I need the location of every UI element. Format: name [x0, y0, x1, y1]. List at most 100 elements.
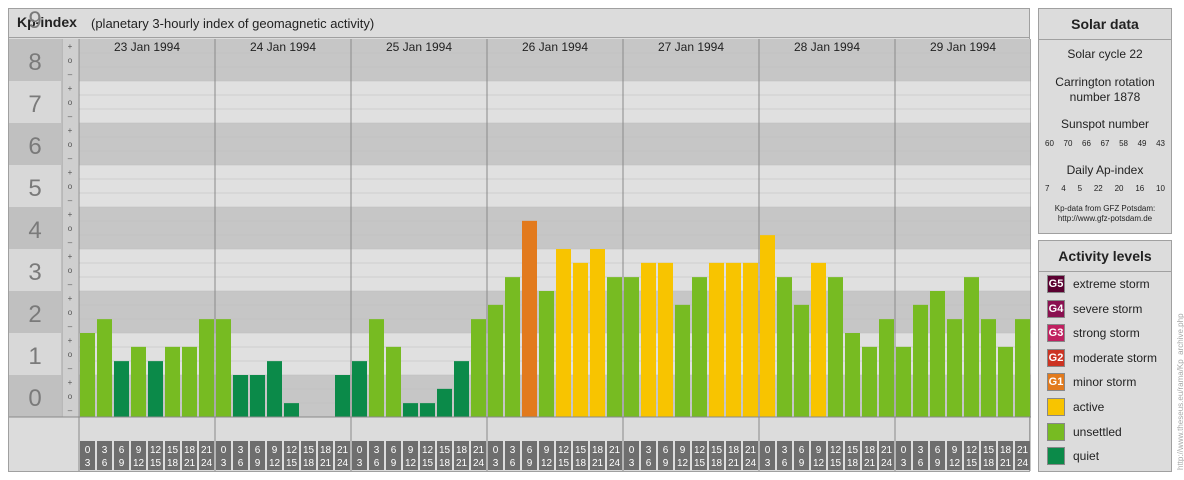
y-axis-band	[9, 249, 61, 291]
kp-bar	[284, 403, 299, 417]
kp-bar	[182, 346, 197, 417]
interval-start-label: 3	[510, 445, 516, 456]
y-axis-band	[9, 123, 61, 165]
minor-tick-symbol: +	[68, 42, 73, 51]
interval-end-label: 9	[255, 458, 261, 469]
interval-start-label: 15	[711, 445, 723, 456]
minor-tick-symbol: +	[68, 294, 73, 303]
minor-tick-symbol: +	[68, 378, 73, 387]
kp-bar	[97, 319, 112, 417]
interval-end-label: 21	[592, 458, 604, 469]
ap-value: 5	[1077, 184, 1083, 193]
interval-cell	[335, 441, 350, 470]
kp-bar	[437, 388, 452, 417]
kp-bar	[981, 319, 996, 417]
credit-text: http://www.theseus.eu/rama/Kp_archive.ph…	[1176, 313, 1184, 470]
interval-cell	[165, 441, 180, 470]
kp-bar	[607, 277, 622, 417]
interval-end-label: 9	[935, 458, 941, 469]
minor-tick-symbol: o	[68, 182, 73, 191]
interval-start-label: 12	[422, 445, 434, 456]
sunspot-value: 67	[1100, 139, 1110, 148]
interval-end-label: 12	[269, 458, 281, 469]
interval-end-label: 24	[881, 458, 893, 469]
interval-start-label: 21	[337, 445, 349, 456]
y-axis-band	[9, 165, 61, 207]
kp-bar	[845, 333, 860, 417]
interval-start-label: 15	[575, 445, 587, 456]
interval-cell	[794, 441, 809, 470]
interval-start-label: 12	[286, 445, 298, 456]
kp-bar	[216, 319, 231, 417]
interval-start-label: 18	[728, 445, 740, 456]
y-tick-label: 9	[28, 9, 41, 34]
interval-end-label: 6	[102, 458, 108, 469]
y-tick-label: 0	[28, 385, 41, 412]
activity-levels-panel: Activity levels G5 extreme storm G4 severe …	[1038, 240, 1172, 472]
interval-start-label: 21	[745, 445, 757, 456]
kp-band	[79, 39, 1031, 81]
kp-index-panel: Kp-index (planetary 3-hourly index of ge…	[8, 8, 1031, 472]
interval-end-label: 12	[133, 458, 145, 469]
interval-start-label: 0	[221, 445, 227, 456]
interval-cell	[250, 441, 265, 470]
interval-cell	[964, 441, 979, 470]
interval-end-label: 12	[677, 458, 689, 469]
interval-start-label: 18	[592, 445, 604, 456]
interval-start-label: 15	[167, 445, 179, 456]
interval-end-label: 9	[119, 458, 125, 469]
interval-end-label: 24	[201, 458, 213, 469]
kp-bar	[675, 304, 690, 417]
kp-bar	[811, 262, 826, 417]
interval-start-label: 18	[184, 445, 196, 456]
interval-start-label: 18	[456, 445, 468, 456]
interval-end-label: 18	[439, 458, 451, 469]
chart-title: Kp-index	[17, 14, 77, 30]
y-tick-label: 4	[28, 217, 41, 244]
sunspot-value: 58	[1119, 139, 1128, 148]
day-label: 23 Jan 1994	[114, 40, 180, 54]
kp-bar	[250, 375, 265, 417]
kp-bar	[369, 319, 384, 417]
interval-cell	[1015, 441, 1030, 470]
kp-bar	[131, 346, 146, 417]
day-label: 28 Jan 1994	[794, 40, 860, 54]
interval-cell	[471, 441, 486, 470]
carrington-line-2: number 1878	[1069, 90, 1141, 104]
interval-cell	[403, 441, 418, 470]
interval-cell	[80, 441, 95, 470]
sunspot-value: 49	[1137, 139, 1147, 148]
interval-end-label: 9	[799, 458, 805, 469]
interval-cell	[590, 441, 605, 470]
interval-start-label: 21	[609, 445, 621, 456]
kp-bar	[913, 304, 928, 417]
kp-bar	[148, 361, 163, 417]
interval-cell	[998, 441, 1013, 470]
interval-end-label: 6	[374, 458, 380, 469]
interval-end-label: 24	[745, 458, 757, 469]
sunspot-value: 43	[1156, 139, 1165, 148]
interval-end-label: 12	[541, 458, 553, 469]
minor-tick-symbol: –	[68, 112, 73, 121]
interval-cell	[828, 441, 843, 470]
interval-start-label: 9	[816, 445, 822, 456]
ap-value: 22	[1093, 184, 1103, 193]
interval-cell	[913, 441, 928, 470]
minor-tick-symbol: o	[68, 266, 73, 275]
ap-value: 10	[1156, 184, 1165, 193]
interval-end-label: 18	[167, 458, 179, 469]
interval-start-label: 15	[983, 445, 995, 456]
interval-cell	[658, 441, 673, 470]
interval-end-label: 18	[575, 458, 587, 469]
kp-bar	[165, 346, 180, 417]
sunspot-values: 60 70 66 67 58 49 43	[1045, 139, 1165, 148]
interval-cell	[539, 441, 554, 470]
minor-tick-symbol: –	[68, 280, 73, 289]
legend-label: minor storm	[1073, 375, 1137, 390]
interval-cell	[760, 441, 775, 470]
interval-start-label: 3	[102, 445, 108, 456]
kp-bar	[471, 319, 486, 417]
interval-start-label: 18	[320, 445, 332, 456]
kp-bar	[488, 304, 503, 417]
interval-end-label: 12	[813, 458, 825, 469]
